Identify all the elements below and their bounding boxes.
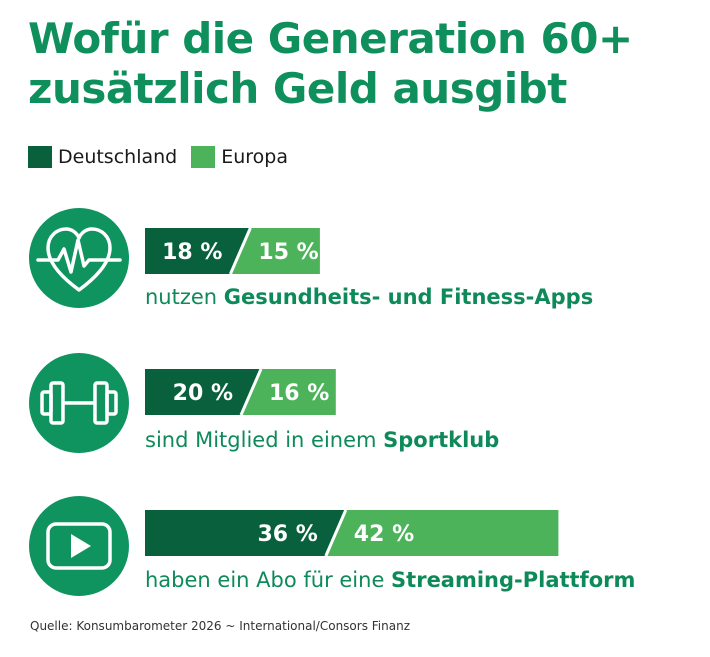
bar-divider-1 <box>229 227 252 275</box>
legend-swatch-deutschland <box>28 146 52 168</box>
legend-item-europa: Europa <box>191 146 288 168</box>
row-label-2-bold: Sportklub <box>383 428 500 452</box>
heart-pulse-icon <box>29 208 129 308</box>
row-label-3-bold: Streaming-Plattform <box>391 568 636 592</box>
bar-europa-3 <box>325 510 559 556</box>
row-label-1-prefix: nutzen <box>145 285 224 309</box>
legend-label-europa: Europa <box>221 146 289 168</box>
data-label-europa-1: 15 % <box>258 240 318 265</box>
data-label-deutschland-3: 36 % <box>257 522 317 547</box>
legend-swatch-europa <box>191 146 216 168</box>
row-label-2: sind Mitglied in einem Sportklub <box>145 428 499 452</box>
row-label-1-bold: Gesundheits- und Fitness-Apps <box>223 285 594 309</box>
data-label-deutschland-2: 20 % <box>173 381 233 406</box>
bar-europa-2 <box>241 369 336 415</box>
bar-deutschland-2 <box>145 369 261 415</box>
play-video-icon <box>29 496 129 596</box>
bar-deutschland-3 <box>145 510 346 556</box>
bar-europa-1 <box>230 228 320 274</box>
source-note: Quelle: Konsumbarometer 2026 ~ Internati… <box>30 619 410 633</box>
data-label-europa-3: 42 % <box>354 522 414 547</box>
data-label-europa-2: 16 % <box>269 381 329 406</box>
bar-divider-2 <box>239 368 263 416</box>
legend-item-deutschland: Deutschland <box>28 146 177 168</box>
row-label-3: haben ein Abo für eine Streaming-Plattfo… <box>145 568 635 592</box>
bar-divider-3 <box>324 509 348 557</box>
row-label-2-prefix: sind Mitglied in einem <box>145 428 384 452</box>
legend-label-deutschland: Deutschland <box>58 146 178 168</box>
chart-title: Wofür die Generation 60+ zusätzlich Geld… <box>28 14 633 113</box>
data-label-deutschland-1: 18 % <box>162 240 222 265</box>
row-label-3-prefix: haben ein Abo für eine <box>145 568 392 592</box>
row-label-1: nutzen Gesundheits- und Fitness-Apps <box>145 285 593 309</box>
bar-deutschland-1 <box>145 228 251 274</box>
legend: Deutschland Europa <box>28 146 288 168</box>
dumbbell-icon <box>29 353 129 453</box>
